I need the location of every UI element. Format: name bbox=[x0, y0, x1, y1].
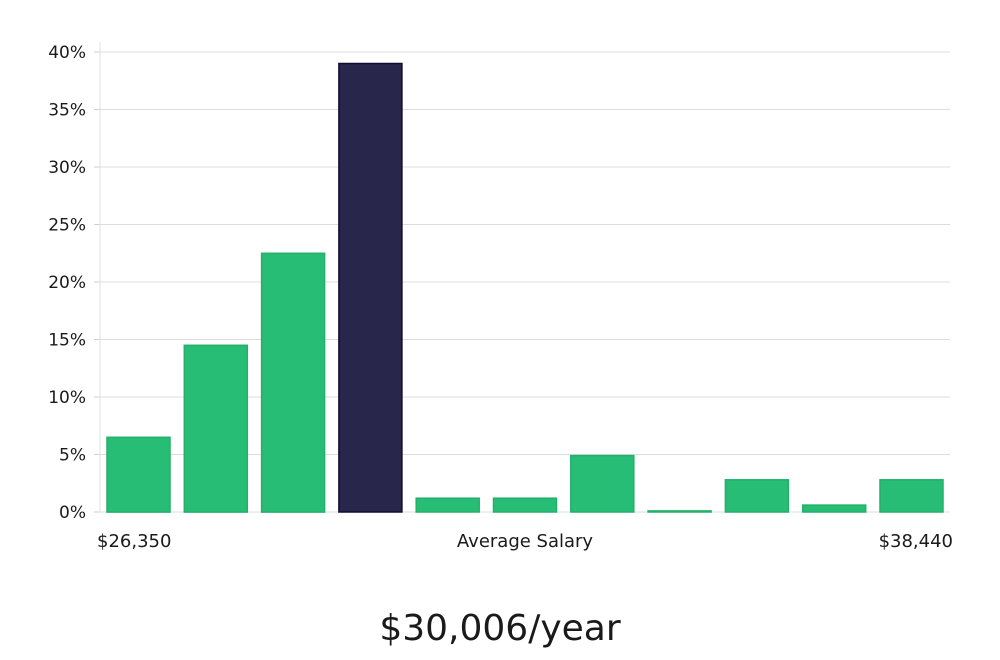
y-tick-label: 35% bbox=[48, 101, 86, 121]
x-axis-label: Average Salary bbox=[457, 531, 594, 552]
y-axis: 0% 5% 10% 15% 20% 25% 30% 35% 40% bbox=[48, 43, 100, 523]
salary-bar bbox=[724, 479, 790, 513]
y-tick-label: 15% bbox=[48, 331, 86, 351]
salary-bar bbox=[879, 479, 944, 513]
salary-bar bbox=[106, 436, 171, 513]
bars bbox=[106, 62, 944, 513]
salary-bar bbox=[647, 510, 712, 513]
salary-histogram-chart: 0% 5% 10% 15% 20% 25% 30% 35% 40% $26,350 Averag… bbox=[48, 42, 953, 552]
salary-bar-highlighted bbox=[338, 62, 403, 513]
y-tick-label: 40% bbox=[48, 43, 86, 63]
x-axis-max-label: $38,440 bbox=[879, 531, 953, 552]
salary-bar bbox=[492, 497, 558, 513]
salary-bar bbox=[415, 497, 480, 513]
average-salary-summary: $30,006/year bbox=[379, 608, 621, 649]
y-tick-label: 10% bbox=[48, 388, 86, 408]
y-tick-label: 0% bbox=[59, 503, 86, 523]
salary-bar bbox=[570, 454, 635, 513]
y-tick-label: 5% bbox=[59, 446, 86, 466]
salary-bar bbox=[183, 344, 249, 513]
x-axis-min-label: $26,350 bbox=[97, 531, 171, 552]
salary-bar bbox=[260, 252, 326, 513]
y-tick-label: 25% bbox=[48, 216, 86, 236]
y-tick-label: 20% bbox=[48, 273, 86, 293]
salary-bar bbox=[801, 504, 867, 513]
y-tick-label: 30% bbox=[48, 158, 86, 178]
